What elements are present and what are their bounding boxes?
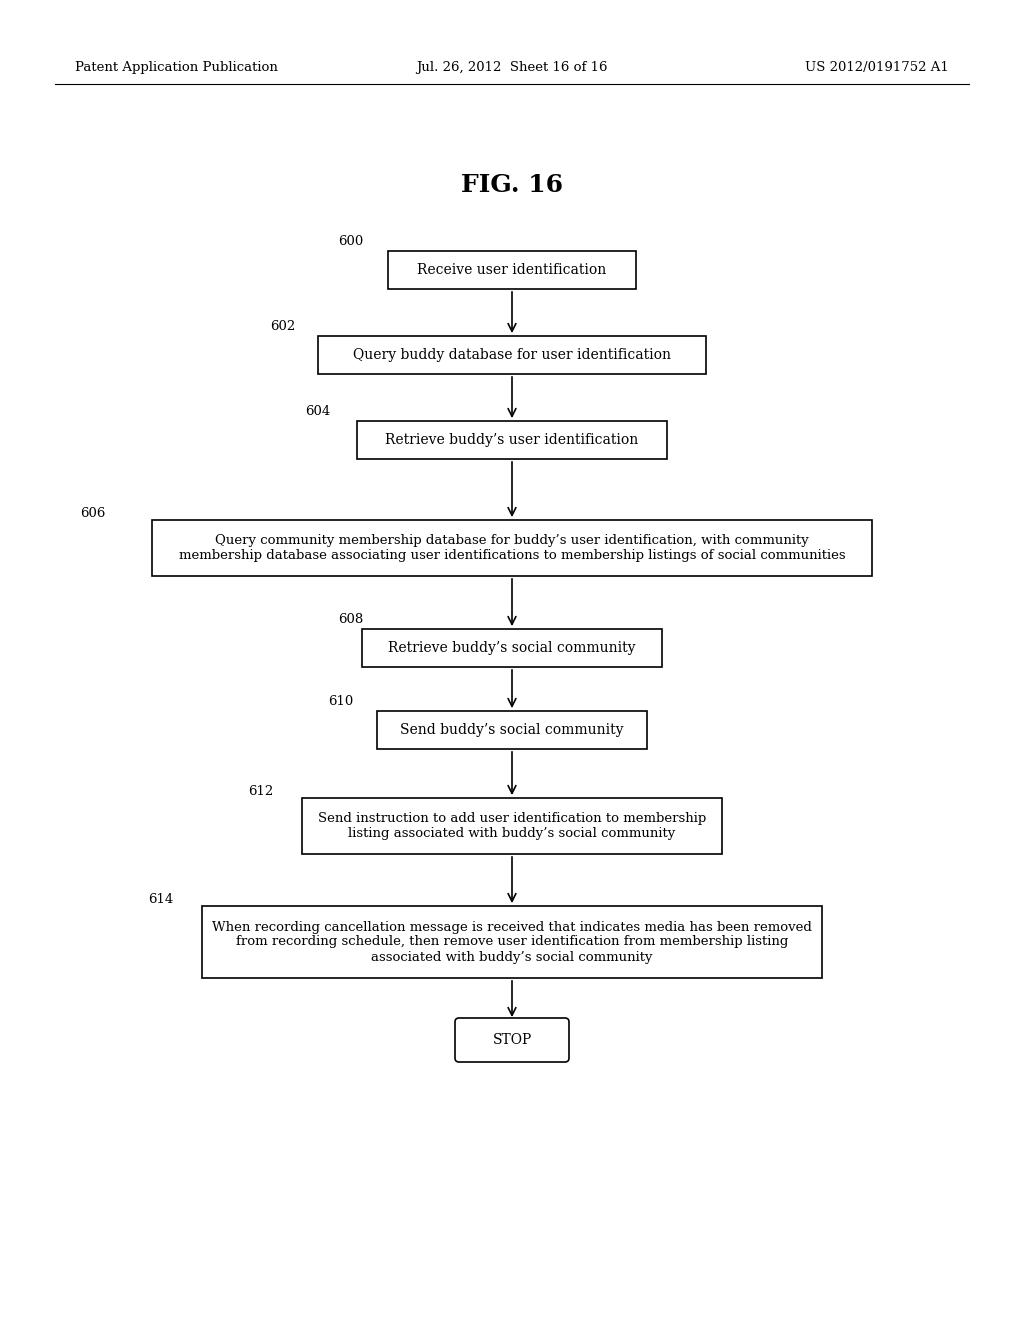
Bar — [377, 711, 647, 748]
Bar — [388, 251, 636, 289]
Text: 614: 614 — [148, 894, 173, 906]
Text: Jul. 26, 2012  Sheet 16 of 16: Jul. 26, 2012 Sheet 16 of 16 — [416, 62, 608, 74]
Text: Receive user identification: Receive user identification — [418, 263, 606, 277]
Text: Retrieve buddy’s user identification: Retrieve buddy’s user identification — [385, 433, 639, 447]
Bar — [362, 630, 662, 667]
Text: 612: 612 — [248, 785, 273, 799]
Text: 600: 600 — [338, 235, 364, 248]
Bar — [357, 421, 667, 459]
Text: Retrieve buddy’s social community: Retrieve buddy’s social community — [388, 642, 636, 655]
Text: When recording cancellation message is received that indicates media has been re: When recording cancellation message is r… — [212, 920, 812, 964]
Bar — [152, 520, 872, 576]
Text: Send buddy’s social community: Send buddy’s social community — [400, 723, 624, 737]
Text: 602: 602 — [270, 319, 295, 333]
Bar — [202, 906, 822, 978]
FancyBboxPatch shape — [455, 1018, 569, 1063]
Text: 610: 610 — [328, 696, 353, 708]
Text: FIG. 16: FIG. 16 — [461, 173, 563, 197]
Bar — [318, 337, 706, 374]
Text: 608: 608 — [338, 612, 364, 626]
Text: US 2012/0191752 A1: US 2012/0191752 A1 — [805, 62, 949, 74]
Text: Patent Application Publication: Patent Application Publication — [75, 62, 278, 74]
Text: Query community membership database for buddy’s user identification, with commun: Query community membership database for … — [178, 535, 846, 562]
Text: Send instruction to add user identification to membership
listing associated wit: Send instruction to add user identificat… — [317, 812, 707, 840]
Bar — [302, 799, 722, 854]
Text: 606: 606 — [80, 507, 105, 520]
Text: Query buddy database for user identification: Query buddy database for user identifica… — [353, 348, 671, 362]
Text: 604: 604 — [305, 405, 331, 418]
Text: STOP: STOP — [493, 1034, 531, 1047]
